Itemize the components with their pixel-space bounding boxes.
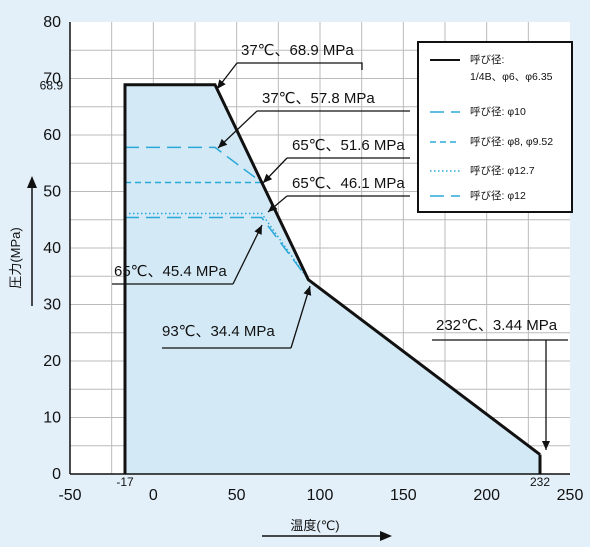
annotation-label: 65℃、45.4 MPa: [114, 263, 227, 280]
x-special-tick-label: 232: [530, 475, 550, 489]
y-tick-label: 80: [43, 14, 61, 31]
legend-label: 呼び径: 1/4B、φ6、φ6.35: [470, 53, 553, 83]
legend-box: [417, 41, 573, 213]
legend-label: 呼び径: φ8, φ9.52: [470, 135, 553, 148]
y-tick-label: 70: [43, 71, 61, 88]
legend: 呼び径: 1/4B、φ6、φ6.35 呼び径: φ10 呼び径: φ8, φ9.52 呼…: [417, 41, 573, 213]
annotation-label: 232℃、3.44 MPa: [436, 317, 558, 334]
annotation-label: 93℃、34.4 MPa: [162, 323, 275, 340]
annotation-arrowhead: [542, 441, 550, 450]
x-tick-label: 250: [557, 487, 584, 504]
x-tick-label: 150: [390, 487, 417, 504]
y-tick-label: 10: [43, 410, 61, 427]
annotations: 37℃、68.9 MPa 37℃、57.8 MPa 65℃、51.6 MPa 65℃、…: [112, 42, 568, 450]
x-tick-label: 0: [149, 487, 158, 504]
annotation-arrowhead: [263, 173, 273, 183]
y-axis-label: 圧力(MPa): [8, 227, 23, 288]
annotation-arrowhead: [254, 225, 262, 235]
y-tick-label: 20: [43, 353, 61, 370]
annotation-arrowhead: [218, 138, 228, 148]
series-line-1: [123, 83, 541, 474]
annotation-label: 65℃、51.6 MPa: [292, 137, 405, 154]
x-tick-label: -50: [58, 487, 81, 504]
y-tick-label: 30: [43, 297, 61, 314]
x-axis-label: 温度(℃): [290, 518, 339, 533]
annotation-underline: [237, 62, 363, 70]
annotation-arrowhead: [303, 286, 312, 296]
annotation-arrowhead: [268, 203, 278, 212]
annotation-arrowhead: [217, 79, 226, 89]
axis-labels: 温度(℃) 圧力(MPa): [8, 176, 392, 541]
y-special-tick-label: 68.9: [40, 79, 64, 93]
annotation-label: 37℃、57.8 MPa: [262, 90, 375, 107]
x-axis-arrowhead: [380, 531, 392, 541]
annotation-label: 65℃、46.1 MPa: [292, 175, 405, 192]
legend-label: 呼び径: φ12: [470, 189, 526, 202]
legend-label: 呼び径: φ10: [470, 105, 526, 118]
y-tick-label: 60: [43, 127, 61, 144]
x-special-tick-label: -17: [116, 475, 134, 489]
tick-labels: -50 0 50 100 150 200 250 0 10 20 30 40 50 60 70 80 -17 23…: [40, 14, 584, 504]
series-line-4: [125, 212, 309, 281]
y-tick-label: 50: [43, 184, 61, 201]
legend-label: 呼び径: φ12.7: [470, 164, 535, 177]
x-tick-label: 50: [228, 487, 246, 504]
x-tick-label: 200: [473, 487, 500, 504]
x-tick-label: 100: [307, 487, 334, 504]
axes: [69, 22, 570, 475]
annotation-leader: [232, 224, 263, 285]
y-axis-arrowhead: [27, 176, 37, 188]
y-tick-label: 40: [43, 240, 61, 257]
series-line-5: [125, 216, 309, 281]
series-lines: [123, 83, 542, 474]
annotation-label: 37℃、68.9 MPa: [241, 42, 354, 59]
y-tick-label: 0: [52, 466, 61, 483]
annotation-leader: [290, 285, 311, 349]
